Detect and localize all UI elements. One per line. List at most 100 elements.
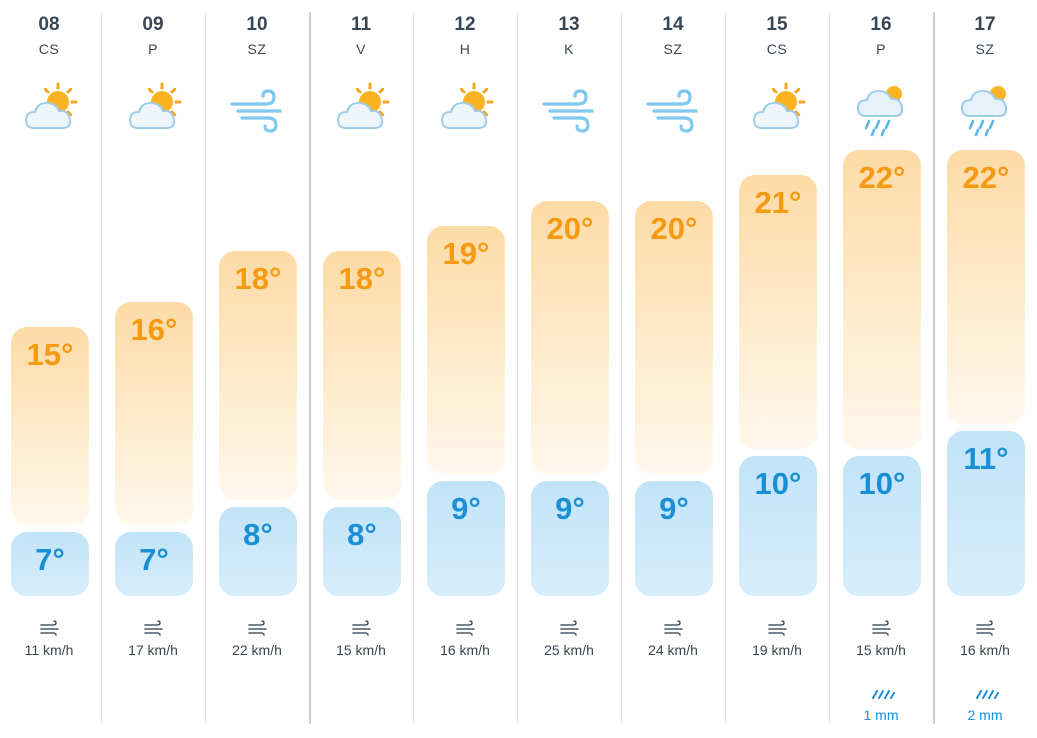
- day-date: 08: [38, 14, 60, 35]
- low-temp-bar: 9°: [531, 481, 609, 596]
- wind-direction-icon: [455, 620, 477, 636]
- day-date: 16: [870, 14, 892, 35]
- high-temp: 18°: [234, 261, 282, 297]
- low-temp: 8°: [347, 516, 377, 552]
- rain-icon: [973, 686, 999, 699]
- wind-icon: [228, 78, 290, 140]
- column-divider: [933, 12, 935, 724]
- sun-cloud-icon: [332, 78, 394, 140]
- low-temp: 9°: [451, 491, 481, 527]
- low-temp-bar: 8°: [219, 506, 297, 596]
- high-temp-bar: 21°: [739, 175, 817, 450]
- day-of-week: K: [564, 41, 574, 57]
- wind-speed: 15 km/h: [856, 642, 906, 658]
- wind-icon: [644, 78, 706, 140]
- high-temp-bar: 16°: [115, 301, 193, 525]
- day-of-week: H: [459, 41, 471, 57]
- day-column[interactable]: 16 P 10° 22° 15 km/h 1 mm: [829, 0, 933, 738]
- day-of-week: V: [356, 41, 366, 57]
- wind-speed: 25 km/h: [544, 642, 594, 658]
- column-divider: [309, 12, 311, 724]
- wind-icon: [540, 78, 602, 140]
- day-column[interactable]: 08 CS 7° 15° 11 km/h: [0, 0, 101, 738]
- low-temp: 9°: [659, 491, 689, 527]
- wind-speed: 16 km/h: [960, 642, 1010, 658]
- day-column[interactable]: 11 V 8° 18° 15 km/h: [309, 0, 413, 738]
- column-divider: [829, 12, 830, 724]
- day-date: 14: [662, 14, 684, 35]
- wind-direction-icon: [247, 620, 269, 636]
- wind-speed: 11 km/h: [24, 642, 74, 658]
- high-temp-bar: 20°: [635, 200, 713, 475]
- day-date: 12: [454, 14, 476, 35]
- day-column[interactable]: 10 SZ 8° 18° 22 km/h: [205, 0, 309, 738]
- low-temp: 10°: [858, 466, 906, 502]
- precipitation-amount: 1 mm: [863, 707, 899, 723]
- column-divider: [413, 12, 414, 724]
- column-divider: [621, 12, 622, 724]
- low-temp: 11°: [963, 440, 1009, 476]
- day-date: 15: [766, 14, 788, 35]
- day-of-week: SZ: [247, 41, 267, 57]
- low-temp-bar: 7°: [11, 532, 89, 596]
- low-temp-bar: 9°: [427, 481, 505, 596]
- day-column[interactable]: 15 CS 10° 21° 19 km/h: [725, 0, 829, 738]
- low-temp-bar: 10°: [739, 456, 817, 596]
- high-temp-bar: 20°: [531, 200, 609, 475]
- day-date: 17: [974, 14, 996, 35]
- high-temp: 16°: [130, 311, 178, 347]
- wind-direction-icon: [663, 620, 685, 636]
- column-divider: [205, 12, 206, 724]
- low-temp-bar: 9°: [635, 481, 713, 596]
- wind-speed: 16 km/h: [440, 642, 490, 658]
- sun-cloud-icon: [124, 78, 186, 140]
- wind-speed: 15 km/h: [336, 642, 386, 658]
- wind-direction-icon: [767, 620, 789, 636]
- low-temp: 7°: [139, 542, 169, 577]
- low-temp-bar: 8°: [323, 506, 401, 596]
- day-of-week: P: [876, 41, 886, 57]
- high-temp: 21°: [754, 185, 802, 221]
- low-temp: 9°: [555, 491, 585, 527]
- day-column[interactable]: 09 P 7° 16° 17 km/h: [101, 0, 205, 738]
- high-temp: 22°: [962, 160, 1010, 195]
- day-column[interactable]: 12 H 9° 19° 16 km/h: [413, 0, 517, 738]
- precipitation-amount: 2 mm: [967, 707, 1003, 723]
- low-temp-bar: 10°: [843, 456, 921, 596]
- high-temp: 19°: [442, 235, 490, 271]
- high-temp-bar: 18°: [219, 251, 297, 500]
- day-column[interactable]: 17 SZ 11° 22° 16 km/h 2 mm: [933, 0, 1037, 738]
- sun-cloud-icon: [748, 78, 810, 140]
- high-temp: 20°: [546, 210, 594, 246]
- low-temp-bar: 11°: [947, 430, 1025, 596]
- high-temp: 20°: [650, 210, 698, 246]
- high-temp-bar: 15°: [11, 327, 89, 525]
- sun-cloud-icon: [436, 78, 498, 140]
- day-date: 10: [246, 14, 268, 35]
- low-temp: 7°: [35, 542, 65, 577]
- rain-icon: [869, 686, 895, 699]
- column-divider: [101, 12, 102, 724]
- high-temp: 18°: [338, 261, 386, 297]
- day-of-week: P: [148, 41, 158, 57]
- day-column[interactable]: 13 K 9° 20° 25 km/h: [517, 0, 621, 738]
- sun-cloud-icon: [20, 78, 82, 140]
- wind-direction-icon: [871, 620, 893, 636]
- low-temp: 10°: [754, 466, 802, 502]
- wind-speed: 17 km/h: [128, 642, 178, 658]
- high-temp-bar: 18°: [323, 251, 401, 500]
- column-divider: [725, 12, 726, 724]
- wind-direction-icon: [975, 620, 997, 636]
- low-temp-bar: 7°: [115, 532, 193, 596]
- day-date: 11: [350, 14, 372, 35]
- day-of-week: SZ: [975, 41, 995, 57]
- high-temp: 15°: [26, 337, 74, 372]
- rain-cloud-icon: [852, 78, 914, 140]
- wind-direction-icon: [39, 620, 61, 636]
- high-temp: 22°: [858, 160, 906, 195]
- high-temp-bar: 22°: [843, 150, 921, 450]
- day-column[interactable]: 14 SZ 9° 20° 24 km/h: [621, 0, 725, 738]
- wind-direction-icon: [143, 620, 165, 636]
- high-temp-bar: 19°: [427, 225, 505, 475]
